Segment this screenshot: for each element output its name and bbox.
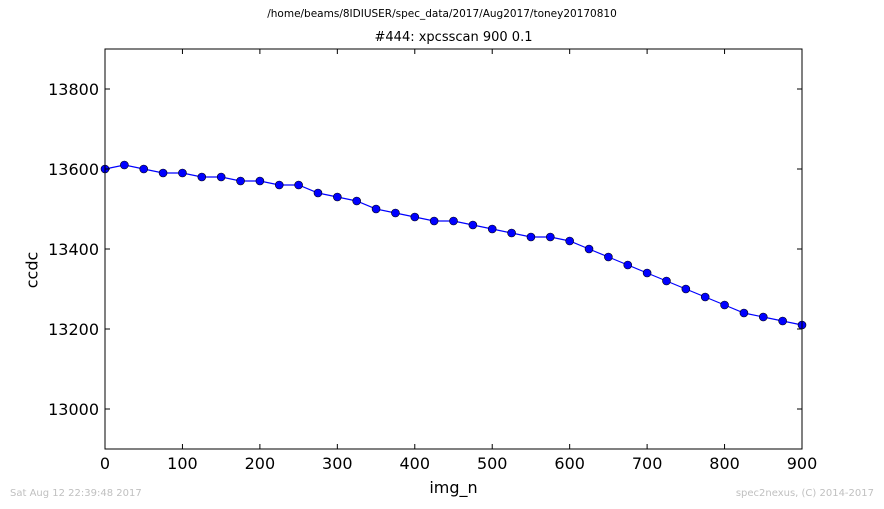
chart-title: #444: xpcsscan 900 0.1 xyxy=(374,30,533,45)
data-point xyxy=(662,276,671,286)
data-point xyxy=(468,220,478,230)
data-point xyxy=(778,316,787,326)
y-tick-label: 13800 xyxy=(48,80,99,99)
data-point xyxy=(429,216,439,226)
data-point xyxy=(642,268,652,278)
data-point xyxy=(352,196,361,206)
x-tick-label: 600 xyxy=(554,454,585,473)
data-point xyxy=(274,180,284,190)
axes-frame xyxy=(104,48,803,450)
data-point xyxy=(371,204,381,214)
x-tick-label: 500 xyxy=(477,454,508,473)
y-tick-label: 13400 xyxy=(48,240,99,259)
data-point xyxy=(546,232,555,242)
y-tick-label: 13600 xyxy=(48,160,99,179)
data-point xyxy=(449,216,458,226)
data-point xyxy=(178,168,187,178)
data-point xyxy=(526,232,536,242)
x-tick-label: 700 xyxy=(632,454,663,473)
data-point xyxy=(681,284,691,294)
data-point xyxy=(333,192,342,202)
x-tick-label: 0 xyxy=(100,454,110,473)
data-point xyxy=(216,172,226,182)
data-point xyxy=(120,160,129,170)
data-point xyxy=(391,208,400,218)
data-point xyxy=(604,252,613,262)
data-point xyxy=(139,164,149,174)
data-point xyxy=(255,176,265,186)
data-point xyxy=(487,224,497,234)
x-tick-label: 200 xyxy=(245,454,276,473)
data-point xyxy=(623,260,633,270)
data-point xyxy=(313,188,323,198)
series-line xyxy=(104,164,803,326)
data-point xyxy=(410,212,420,222)
footer-timestamp: Sat Aug 12 22:39:48 2017 xyxy=(10,488,142,499)
file-path-title: /home/beams/8IDIUSER/spec_data/2017/Aug2… xyxy=(267,8,617,20)
data-point xyxy=(197,172,207,182)
x-tick-label: 800 xyxy=(709,454,740,473)
data-point xyxy=(739,308,749,318)
data-point xyxy=(720,300,729,310)
data-point xyxy=(584,244,594,254)
data-point xyxy=(700,292,710,302)
tick-layer: 0 100 200 300 400 500 600 700 800 900 13000 13200 13… xyxy=(48,49,817,473)
data-point xyxy=(507,228,516,238)
y-axis-label: ccdc xyxy=(22,251,42,289)
data-point xyxy=(758,312,768,322)
x-tick-label: 300 xyxy=(322,454,353,473)
x-tick-label: 400 xyxy=(400,454,431,473)
y-tick-label: 13000 xyxy=(48,400,99,419)
data-point xyxy=(158,168,168,178)
footer-credit: spec2nexus, (C) 2014-2017 xyxy=(735,488,874,499)
series-layer xyxy=(100,160,807,330)
data-point xyxy=(565,236,574,246)
data-point xyxy=(294,180,303,190)
y-axis-label-wrap: ccdc xyxy=(22,250,42,290)
data-point xyxy=(236,176,245,186)
y-tick-label: 13200 xyxy=(48,320,99,339)
x-tick-label: 900 xyxy=(787,454,818,473)
x-tick-label: 100 xyxy=(167,454,198,473)
x-axis-label: img_n xyxy=(429,478,478,497)
